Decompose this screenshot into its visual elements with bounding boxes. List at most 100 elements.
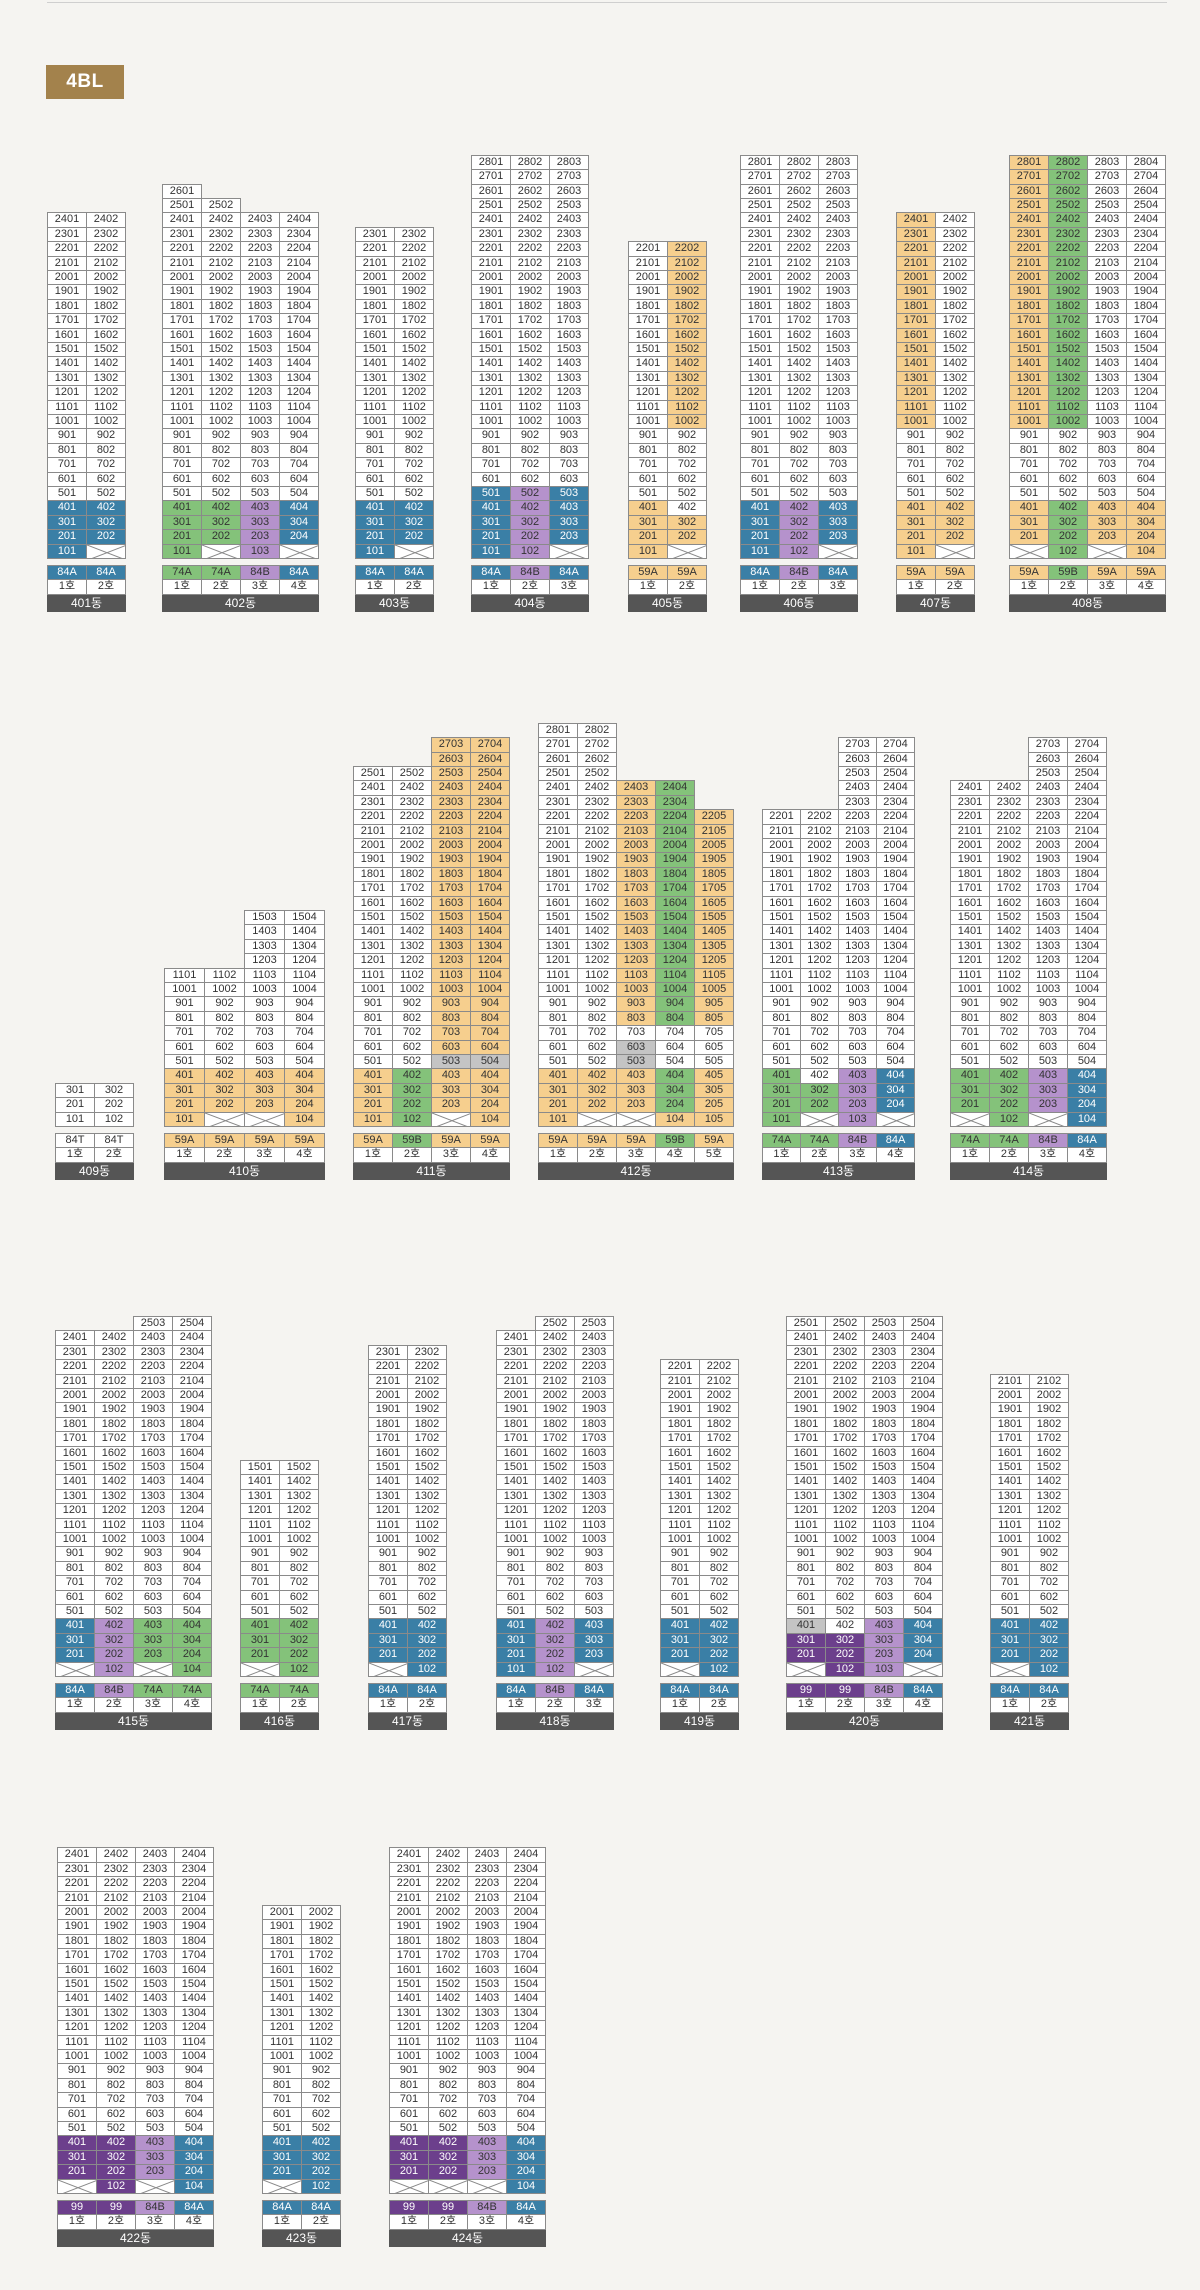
unit-cell: 604 [279, 471, 319, 487]
unit-cell: 501 [55, 1604, 95, 1620]
unit-cell: 1102 [86, 399, 126, 415]
unit-cell: 602 [510, 471, 550, 487]
unit-cell: 802 [1029, 1560, 1069, 1577]
unit-cell [1028, 1111, 1068, 1127]
unit-cell: 1301 [353, 938, 393, 955]
unit-cell: 401 [262, 2135, 302, 2151]
unit-line-cell: 3호 [864, 1697, 904, 1713]
unit-cell: 2304 [506, 1861, 546, 1878]
unit-cell: 1502 [1029, 1460, 1069, 1476]
unit-cell: 2002 [779, 270, 819, 286]
unit-cell: 804 [506, 2077, 546, 2094]
unit-cell: 1801 [57, 1933, 97, 1950]
unit-cell: 2402 [392, 780, 432, 796]
unit-cell: 702 [428, 2092, 468, 2108]
unit-line-cell: 1호 [950, 1147, 990, 1163]
unit-cell: 801 [57, 2077, 97, 2094]
unit-cell: 601 [762, 1039, 801, 1055]
unit-cell: 1101 [355, 399, 395, 415]
unit-type-cell: 59B [392, 1133, 432, 1149]
unit-cell: 1401 [355, 356, 395, 372]
unit-cell: 1202 [407, 1503, 447, 1519]
unit-cell: 402 [279, 1618, 319, 1634]
empty-unit-cross [56, 1662, 94, 1676]
unit-cell: 702 [201, 457, 241, 473]
unit-cell: 1001 [162, 414, 202, 430]
unit-cell: 1201 [262, 2020, 302, 2036]
unit-cell: 2302 [1048, 226, 1088, 243]
unit-cell: 1704 [506, 1948, 546, 1964]
unit-cell: 802 [1048, 442, 1088, 459]
building-name-label: 418동 [496, 1712, 614, 1730]
unit-line-cell: 1호 [55, 1147, 95, 1163]
unit-cell: 1103 [135, 2034, 175, 2050]
unit-cell: 2302 [577, 794, 617, 811]
unit-type-cell: 74A [762, 1133, 801, 1149]
unit-cell: 1101 [740, 399, 780, 415]
unit-type-cell: 59A [1009, 565, 1049, 581]
unit-cell: 102 [1029, 1661, 1069, 1677]
unit-type-cell: 99 [786, 1683, 826, 1699]
unit-cell: 1602 [201, 327, 241, 343]
unit-cell: 1702 [1029, 1431, 1069, 1447]
building-name-label: 416동 [240, 1712, 319, 1730]
unit-type-cell: 84A [903, 1683, 943, 1699]
unit-cell: 1504 [1126, 342, 1166, 358]
unit-cell: 701 [162, 457, 202, 473]
unit-cell: 1901 [57, 1919, 97, 1935]
unit-cell: 1903 [1028, 852, 1068, 868]
unit-cell: 2203 [864, 1359, 904, 1375]
unit-cell: 1501 [786, 1460, 826, 1476]
unit-cell: 1401 [240, 1474, 280, 1490]
unit-type-cell: 59A [616, 1133, 656, 1149]
unit-cell: 1002 [96, 2049, 136, 2065]
unit-cell: 1003 [838, 982, 877, 998]
unit-cell: 1203 [818, 385, 858, 401]
unit-cell: 1304 [903, 1488, 943, 1505]
unit-cell: 2501 [353, 766, 393, 782]
unit-cell: 101 [355, 543, 395, 559]
unit-cell: 1002 [577, 982, 617, 998]
unit-line-cell: 3호 [549, 579, 589, 595]
unit-cell: 1002 [204, 982, 245, 998]
unit-cell: 1902 [428, 1919, 468, 1935]
unit-cell: 802 [204, 1010, 245, 1027]
unit-cell: 2501 [471, 198, 511, 214]
unit-cell: 1804 [279, 298, 319, 315]
unit-type-cell: 84B [510, 565, 550, 581]
unit-cell: 1701 [538, 881, 578, 897]
unit-cell: 2201 [762, 809, 801, 825]
unit-cell: 2203 [1087, 241, 1127, 257]
unit-cell: 2004 [279, 270, 319, 286]
unit-cell: 1403 [1028, 924, 1068, 940]
unit-cell: 604 [876, 1039, 915, 1055]
unit-cell: 1801 [55, 1416, 95, 1433]
unit-cell: 304 [903, 1632, 943, 1649]
building-name-label: 402동 [162, 594, 319, 612]
unit-cell: 1701 [355, 313, 395, 329]
unit-cell: 2301 [57, 1861, 97, 1878]
unit-cell: 2102 [407, 1373, 447, 1389]
unit-cell: 801 [47, 442, 87, 459]
unit-cell: 2203 [133, 1359, 173, 1375]
building-name-label: 422동 [57, 2229, 214, 2247]
unit-cell: 1502 [577, 910, 617, 926]
unit-cell: 1501 [471, 342, 511, 358]
unit-cell: 1601 [740, 327, 780, 343]
unit-cell: 1001 [164, 982, 205, 998]
unit-cell: 1102 [392, 967, 432, 983]
unit-cell: 2703 [838, 737, 877, 753]
unit-cell: 502 [204, 1054, 245, 1070]
unit-cell: 1103 [244, 967, 285, 983]
unit-cell: 902 [204, 996, 245, 1012]
unit-cell: 702 [1048, 457, 1088, 473]
unit-cell: 301 [353, 1082, 393, 1099]
unit-type-cell: 84A [86, 565, 126, 581]
unit-cell: 1301 [896, 370, 936, 387]
unit-cell: 1502 [392, 910, 432, 926]
unit-cell: 1204 [284, 953, 325, 969]
unit-cell: 801 [1009, 442, 1049, 459]
unit-cell: 102 [779, 543, 819, 559]
empty-unit-cross [136, 2179, 174, 2193]
unit-cell [616, 1111, 656, 1127]
